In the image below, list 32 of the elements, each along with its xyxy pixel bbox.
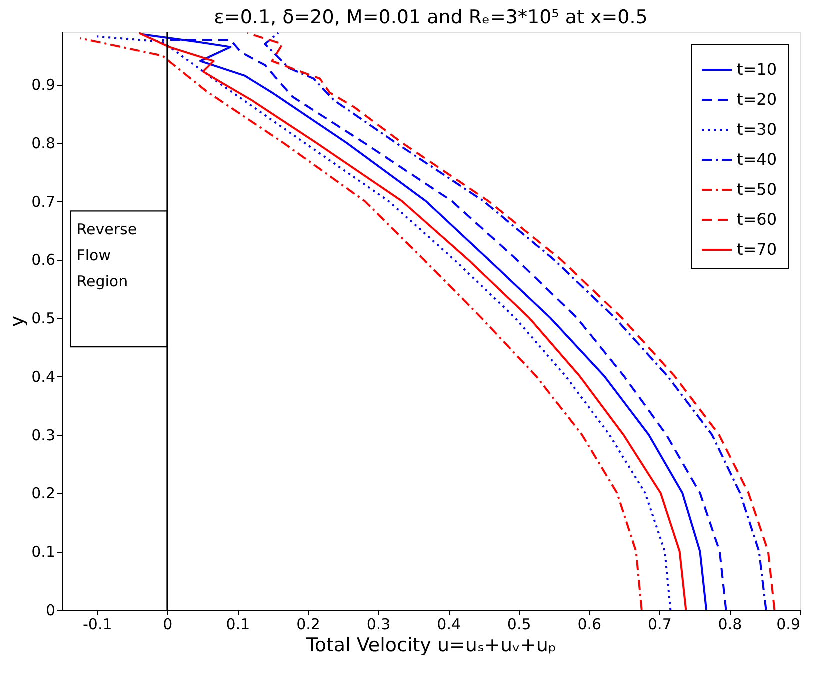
- x-tick-label: 0.1: [226, 616, 250, 634]
- chart-title: ε=0.1, δ=20, M=0.01 and Rₑ=3*10⁵ at x=0.5: [214, 6, 648, 28]
- x-tick-label: 0.9: [776, 616, 800, 634]
- legend-label: t=10: [737, 60, 778, 79]
- y-tick-label: 0.5: [32, 310, 56, 328]
- y-tick-label: 0.4: [32, 368, 56, 386]
- y-axis-title: y: [6, 316, 29, 328]
- x-tick-label: 0.4: [437, 616, 461, 634]
- legend-label: t=50: [737, 180, 778, 199]
- y-tick-label: 0.1: [32, 543, 56, 562]
- y-tick-label: 0.2: [32, 484, 56, 503]
- legend-label: t=20: [737, 90, 778, 109]
- x-tick-label: -0.1: [83, 616, 112, 634]
- y-tick-label: 0.9: [32, 76, 56, 94]
- x-tick-label: 0.3: [366, 616, 391, 634]
- x-tick-label: 0.2: [296, 616, 320, 634]
- legend-label: t=70: [737, 240, 778, 259]
- x-tick-label: 0.8: [718, 616, 742, 634]
- y-tick-label: 0.3: [32, 426, 56, 444]
- legend-label: t=60: [737, 210, 778, 229]
- x-tick-label: 0.6: [578, 616, 602, 634]
- x-tick-label: 0.7: [648, 616, 672, 634]
- x-tick-label: 0: [163, 616, 173, 634]
- legend-label: t=40: [737, 150, 778, 169]
- y-tick-label: 0.6: [32, 251, 56, 270]
- x-tick-label: 0.5: [507, 616, 532, 634]
- y-tick-label: 0: [46, 602, 56, 620]
- legend-label: t=30: [737, 120, 778, 139]
- x-axis-title: Total Velocity u=uₛ+uᵥ+uₚ: [305, 634, 557, 656]
- y-tick-label: 0.8: [32, 134, 56, 152]
- annotation: Reverse Flow Region: [76, 220, 138, 291]
- y-tick-label: 0.7: [32, 192, 56, 211]
